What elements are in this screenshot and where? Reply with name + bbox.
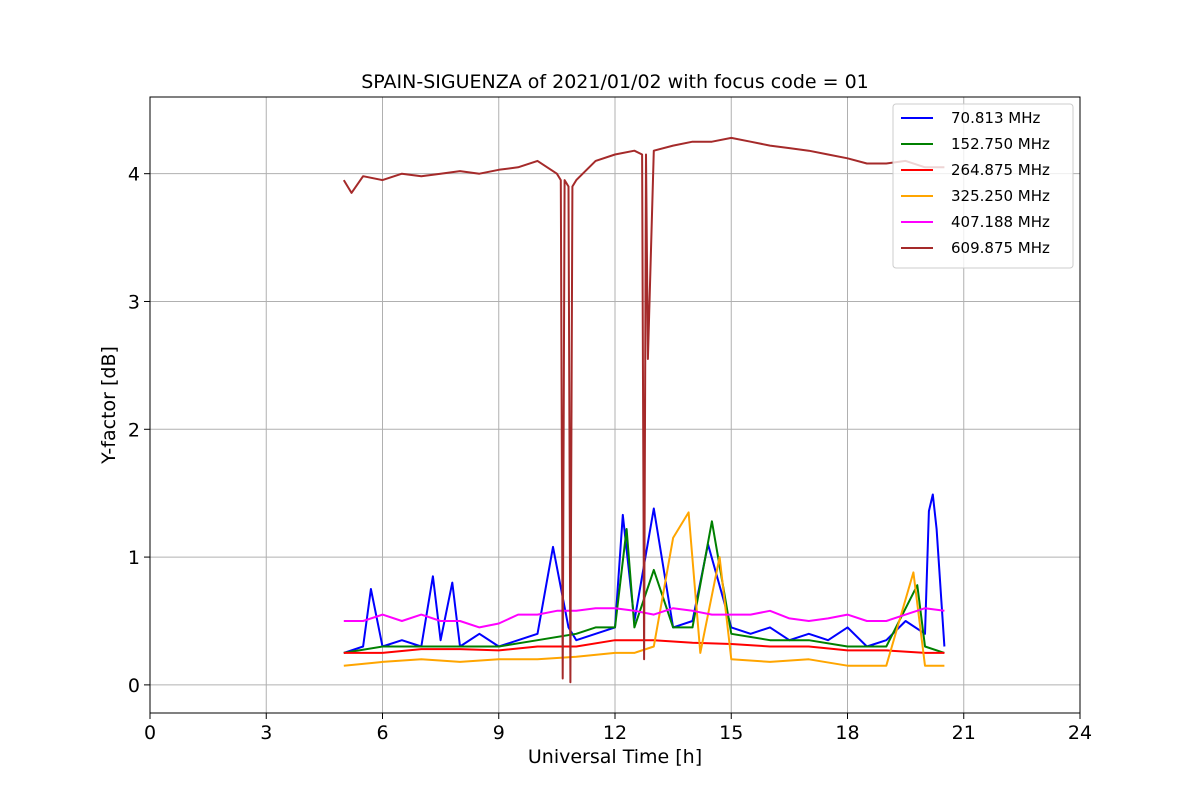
x-tick-label: 3 <box>260 722 272 744</box>
series-line-2 <box>343 639 945 654</box>
legend-label: 152.750 MHz <box>951 135 1050 153</box>
x-tick-label: 0 <box>144 722 156 744</box>
series-line-1 <box>343 520 945 654</box>
x-tick-label: 18 <box>835 722 859 744</box>
legend-label: 325.250 MHz <box>951 187 1050 205</box>
series-line-3 <box>343 511 945 667</box>
legend-label: 407.188 MHz <box>951 213 1050 231</box>
x-tick-label: 15 <box>719 722 743 744</box>
y-tick-label: 4 <box>128 164 140 186</box>
series-line-5 <box>342 136 945 684</box>
y-tick-label: 3 <box>128 291 140 313</box>
x-axis-label: Universal Time [h] <box>528 746 702 768</box>
legend-label: 264.875 MHz <box>951 161 1050 179</box>
legend-box <box>892 103 1074 269</box>
y-tick-label: 0 <box>128 675 140 697</box>
x-tick-label: 6 <box>376 722 388 744</box>
x-tick-label: 12 <box>603 722 627 744</box>
series-line-0 <box>343 493 946 654</box>
legend-label: 609.875 MHz <box>951 239 1050 257</box>
legend: 70.813 MHz 152.750 MHz 264.875 MHz 325.250 … <box>892 103 1074 269</box>
series-group <box>342 136 946 684</box>
chart-title: SPAIN-SIGUENZA of 2021/01/02 with focus … <box>361 71 869 93</box>
y-tick-label: 2 <box>128 419 140 441</box>
x-tick-label: 21 <box>952 722 976 744</box>
y-axis-label: Y-factor [dB] <box>98 346 120 465</box>
x-tick-label: 9 <box>493 722 505 744</box>
x-tick-label: 24 <box>1068 722 1092 744</box>
y-tick-label: 1 <box>128 547 140 569</box>
legend-label: 70.813 MHz <box>951 109 1040 127</box>
